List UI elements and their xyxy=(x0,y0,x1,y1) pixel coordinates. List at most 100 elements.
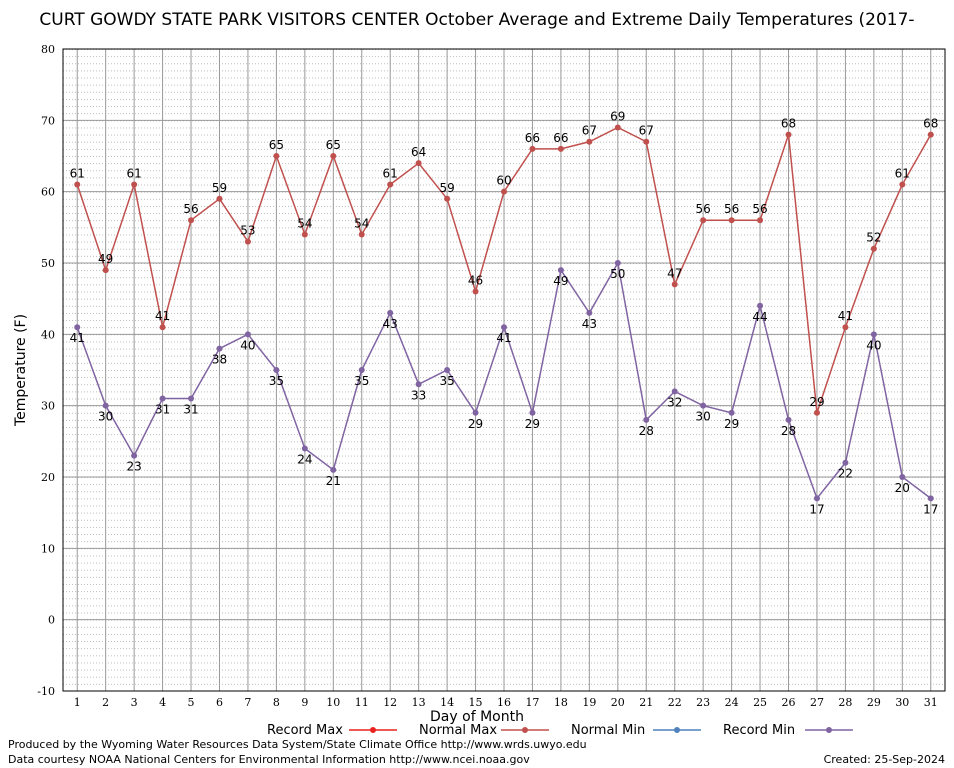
x-tick-label: 7 xyxy=(244,696,251,709)
point xyxy=(842,459,849,466)
data-label: 32 xyxy=(667,395,682,409)
data-label: 53 xyxy=(240,224,255,238)
data-label: 54 xyxy=(354,216,369,230)
data-label: 61 xyxy=(70,167,85,181)
data-label: 29 xyxy=(468,417,483,431)
point xyxy=(842,324,849,331)
point xyxy=(899,474,906,480)
data-label: 64 xyxy=(411,145,426,159)
x-tick-label: 1 xyxy=(74,696,81,709)
x-tick-label: 29 xyxy=(867,696,881,709)
chart-title: CURT GOWDY STATE PARK VISITORS CENTER Oc… xyxy=(39,10,914,30)
point xyxy=(216,345,223,352)
data-label: 31 xyxy=(155,403,170,417)
point xyxy=(557,145,564,152)
y-tick-label: 10 xyxy=(41,542,55,555)
point xyxy=(273,367,280,373)
data-label: 20 xyxy=(895,481,910,495)
point xyxy=(870,331,877,338)
point xyxy=(244,238,251,245)
point xyxy=(102,267,109,274)
point xyxy=(244,331,251,338)
point xyxy=(159,324,166,331)
data-label: 44 xyxy=(752,310,767,324)
data-label: 22 xyxy=(838,467,853,481)
data-label: 56 xyxy=(752,202,767,216)
data-label: 56 xyxy=(724,202,739,216)
point xyxy=(586,309,593,316)
data-label: 52 xyxy=(866,231,881,245)
point xyxy=(899,181,906,188)
point xyxy=(870,245,877,252)
point xyxy=(813,409,820,416)
x-tick-label: 12 xyxy=(383,696,397,709)
data-label: 56 xyxy=(183,202,198,216)
point xyxy=(159,395,166,402)
data-label: 41 xyxy=(838,309,853,323)
y-tick-label: -10 xyxy=(37,685,55,698)
x-tick-label: 27 xyxy=(810,696,824,709)
x-axis-label: Day of Month xyxy=(430,709,524,725)
data-label: 28 xyxy=(781,424,796,438)
x-tick-label: 5 xyxy=(188,696,195,709)
y-tick-label: 80 xyxy=(41,43,55,56)
data-label: 41 xyxy=(155,309,170,323)
y-tick-label: 30 xyxy=(41,400,55,413)
data-label: 17 xyxy=(923,502,938,516)
x-tick-label: 4 xyxy=(159,696,166,709)
legend-swatch xyxy=(674,727,680,733)
point xyxy=(927,495,934,502)
data-label: 60 xyxy=(496,174,511,188)
footer: Created: 25-Sep-2024 xyxy=(824,753,945,766)
point xyxy=(273,153,280,159)
point xyxy=(387,181,394,188)
legend-label: Normal Max xyxy=(419,723,497,738)
data-label: 43 xyxy=(383,317,398,331)
y-tick-label: 0 xyxy=(48,614,55,627)
x-tick-label: 13 xyxy=(412,696,426,709)
point xyxy=(131,452,138,459)
data-label: 59 xyxy=(212,181,227,195)
point xyxy=(757,217,764,224)
legend-swatch xyxy=(370,727,376,733)
x-tick-label: 10 xyxy=(326,696,340,709)
data-label: 30 xyxy=(98,410,113,424)
legend-label: Normal Min xyxy=(571,723,645,738)
x-tick-label: 15 xyxy=(469,696,483,709)
data-label: 31 xyxy=(183,403,198,417)
x-tick-label: 19 xyxy=(582,696,596,709)
legend-label: Record Min xyxy=(723,723,795,738)
point xyxy=(131,181,138,188)
legend-swatch xyxy=(826,727,832,733)
data-label: 65 xyxy=(269,138,284,152)
data-label: 43 xyxy=(582,317,597,331)
point xyxy=(472,288,479,295)
point xyxy=(700,402,707,409)
data-label: 67 xyxy=(582,124,597,138)
x-tick-label: 24 xyxy=(725,696,739,709)
y-tick-label: 20 xyxy=(41,471,55,484)
point xyxy=(728,409,735,416)
data-label: 61 xyxy=(895,167,910,181)
x-tick-label: 18 xyxy=(554,696,568,709)
data-label: 49 xyxy=(553,274,568,288)
data-label: 30 xyxy=(696,410,711,424)
point xyxy=(757,302,764,309)
x-tick-label: 16 xyxy=(497,696,511,709)
point xyxy=(472,409,479,416)
point xyxy=(529,145,536,152)
x-tick-label: 20 xyxy=(611,696,625,709)
point xyxy=(728,217,735,224)
point xyxy=(102,402,109,409)
point xyxy=(927,131,934,138)
footer: Data courtesy NOAA National Centers for … xyxy=(8,753,530,766)
point xyxy=(216,195,223,202)
x-tick-label: 23 xyxy=(696,696,710,709)
point xyxy=(444,367,451,373)
point xyxy=(501,188,507,195)
data-label: 47 xyxy=(667,266,682,280)
x-tick-label: 11 xyxy=(355,696,369,709)
point xyxy=(188,217,195,224)
point xyxy=(614,260,621,266)
point xyxy=(358,231,365,238)
